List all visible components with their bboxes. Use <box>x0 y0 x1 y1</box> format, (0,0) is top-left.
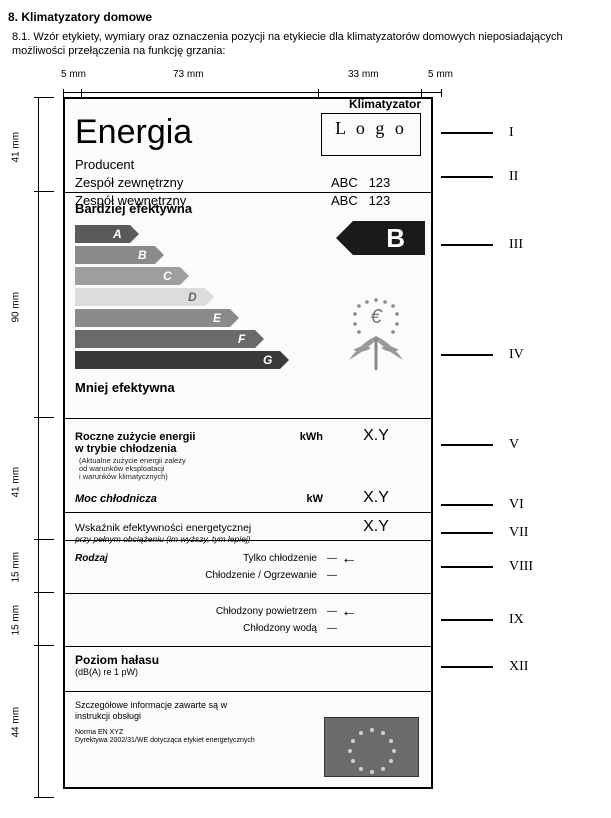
class-d-letter: D <box>188 288 197 306</box>
more-efficient-label: Bardziej efektywna <box>75 201 421 216</box>
outdoor-model-a: ABC <box>331 175 358 190</box>
callout-5: V <box>509 437 519 453</box>
dim-left-3: 41 mm <box>11 467 22 498</box>
class-c-letter: C <box>163 267 172 285</box>
type-label: Rodzaj <box>75 553 135 564</box>
producer-label: Producent <box>75 156 421 174</box>
type-cool-heat: Chłodzenie / Ogrzewanie <box>135 570 323 581</box>
outdoor-model-b: 123 <box>369 175 391 190</box>
arrow-left-icon: ← <box>341 603 357 620</box>
selected-class-badge: B <box>353 221 425 255</box>
less-efficient-label: Mniej efektywna <box>75 380 421 395</box>
callout-2: II <box>509 169 518 185</box>
eer-title: Wskaźnik efektywności energetycznej <box>75 522 331 534</box>
class-g-letter: G <box>263 351 272 369</box>
callout-7: VII <box>509 525 528 541</box>
callout-6: VI <box>509 497 524 513</box>
footer-note: Szczegółowe informacje zawarte są w inst… <box>75 700 255 723</box>
cooled-water: Chłodzony wodą <box>135 623 323 634</box>
dim-top-4: 5 mm <box>428 69 453 80</box>
top-dimension-ruler: 5 mm 73 mm 33 mm 5 mm <box>63 69 493 97</box>
cooling-unit: kW <box>291 493 331 505</box>
noise-title: Poziom hałasu <box>75 653 421 667</box>
noise-sub: (dB(A) re 1 pW) <box>75 667 421 677</box>
dim-left-1: 41 mm <box>11 132 22 163</box>
callout-4: IV <box>509 347 524 363</box>
column-header: Klimatyzator <box>349 97 421 111</box>
section-subheading: 8.1. Wzór etykiety, wymiary oraz oznacze… <box>8 30 603 59</box>
eer-value: X.Y <box>331 518 421 536</box>
class-b-letter: B <box>138 246 147 264</box>
class-a-letter: A <box>113 225 122 243</box>
arrow-left-icon: ← <box>341 550 357 567</box>
section-heading: 8. Klimatyzatory domowe <box>8 10 603 24</box>
dim-top-3: 33 mm <box>348 69 379 80</box>
dim-left-4: 15 mm <box>11 552 22 583</box>
left-dimension-ruler: 41 mm 90 mm 41 mm 15 mm 15 mm 44 mm <box>8 97 63 789</box>
ecolabel-icon: € <box>331 288 421 378</box>
class-f-letter: F <box>238 330 245 348</box>
dim-top-1: 5 mm <box>61 69 86 80</box>
annual-consumption-title: Roczne zużycie energii <box>75 431 291 443</box>
class-e-letter: E <box>213 309 221 327</box>
outdoor-unit-label: Zespół zewnętrzny <box>75 174 321 192</box>
dim-left-6: 44 mm <box>11 707 22 738</box>
dim-top-2: 73 mm <box>173 69 204 80</box>
svg-text:€: € <box>370 306 382 328</box>
type-cool-only: Tylko chłodzenie <box>135 553 323 564</box>
callout-1: I <box>509 125 514 141</box>
cooling-power-title: Moc chłodnicza <box>75 493 291 505</box>
annual-unit: kWh <box>291 431 331 443</box>
callout-8: VIII <box>509 559 533 575</box>
selected-class-letter: B <box>386 223 405 254</box>
cooling-value: X.Y <box>331 489 421 507</box>
logo-box: L o g o <box>321 113 421 156</box>
dim-left-5: 15 mm <box>11 605 22 636</box>
annual-consumption-sub: w trybie chłodzenia <box>75 443 176 455</box>
cooled-air: Chłodzony powietrzem <box>135 606 323 617</box>
eu-flag-icon <box>324 717 419 777</box>
dim-left-2: 90 mm <box>11 292 22 323</box>
energia-title: Energia <box>75 113 321 152</box>
energy-label-card: Klimatyzator Energia L o g o Producent Z… <box>63 97 433 789</box>
callout-10: XII <box>509 659 528 675</box>
annual-value: X.Y <box>331 427 421 445</box>
callout-column: I II III IV V VI VII VIII IX XII <box>433 97 563 789</box>
annual-note-3: i warunków klimatycznych) <box>75 473 421 481</box>
callout-9: IX <box>509 612 524 628</box>
callout-3: III <box>509 237 523 253</box>
